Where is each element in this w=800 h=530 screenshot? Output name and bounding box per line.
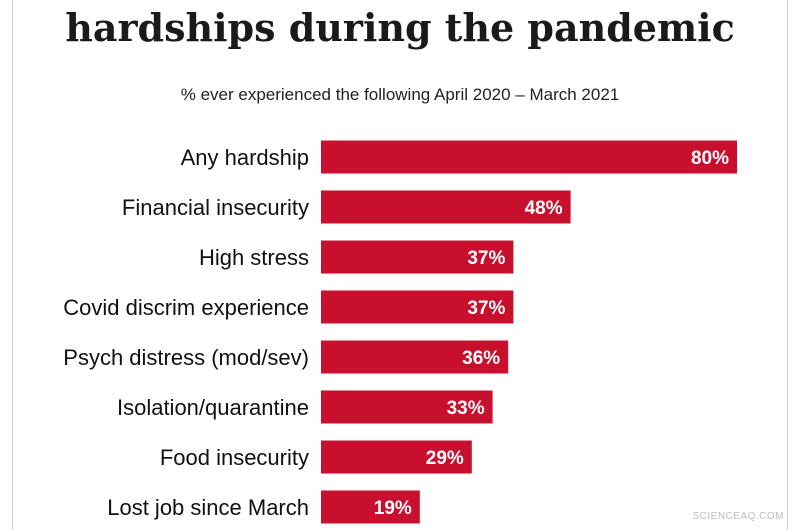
category-label: Food insecurity <box>160 445 309 470</box>
watermark: SCIENCEAQ.COM <box>692 511 784 522</box>
value-label: 37% <box>467 298 505 319</box>
value-label: 33% <box>447 398 485 419</box>
frame-right-border <box>787 0 788 530</box>
category-label: Psych distress (mod/sev) <box>63 345 309 370</box>
category-label: Financial insecurity <box>122 195 309 220</box>
value-label: 80% <box>691 148 729 169</box>
category-label: Covid discrim experience <box>63 295 309 320</box>
category-label: Any hardship <box>181 145 309 170</box>
category-label: Lost job since March <box>107 495 309 520</box>
value-label: 48% <box>525 198 563 219</box>
chart-title: hardships during the pandemic <box>65 5 735 50</box>
bar <box>321 490 420 524</box>
bar <box>321 390 493 424</box>
value-label: 36% <box>462 348 500 369</box>
value-label: 19% <box>374 498 412 519</box>
bar-row: Any hardship 80% <box>181 140 737 174</box>
bar <box>321 440 472 474</box>
value-label: 37% <box>467 248 505 269</box>
category-label: High stress <box>199 245 309 270</box>
bar <box>321 190 571 224</box>
bar <box>321 340 509 374</box>
bar-row: High stress 37% <box>199 240 514 274</box>
bar-row: Isolation/quarantine 33% <box>117 390 493 424</box>
value-label: 29% <box>426 448 464 469</box>
category-label: Isolation/quarantine <box>117 395 309 420</box>
bar-row: Lost job since March 19% <box>107 490 420 524</box>
bar <box>321 140 737 174</box>
chart-subtitle: % ever experienced the following April 2… <box>180 85 620 104</box>
frame-left-border <box>12 0 13 530</box>
bar <box>321 240 514 274</box>
bar <box>321 290 514 324</box>
bar-row: Covid discrim experience 37% <box>63 290 514 324</box>
bar-row: Financial insecurity 48% <box>122 190 571 224</box>
bar-row: Psych distress (mod/sev) 36% <box>63 340 509 374</box>
bar-row: Food insecurity 29% <box>160 440 472 474</box>
